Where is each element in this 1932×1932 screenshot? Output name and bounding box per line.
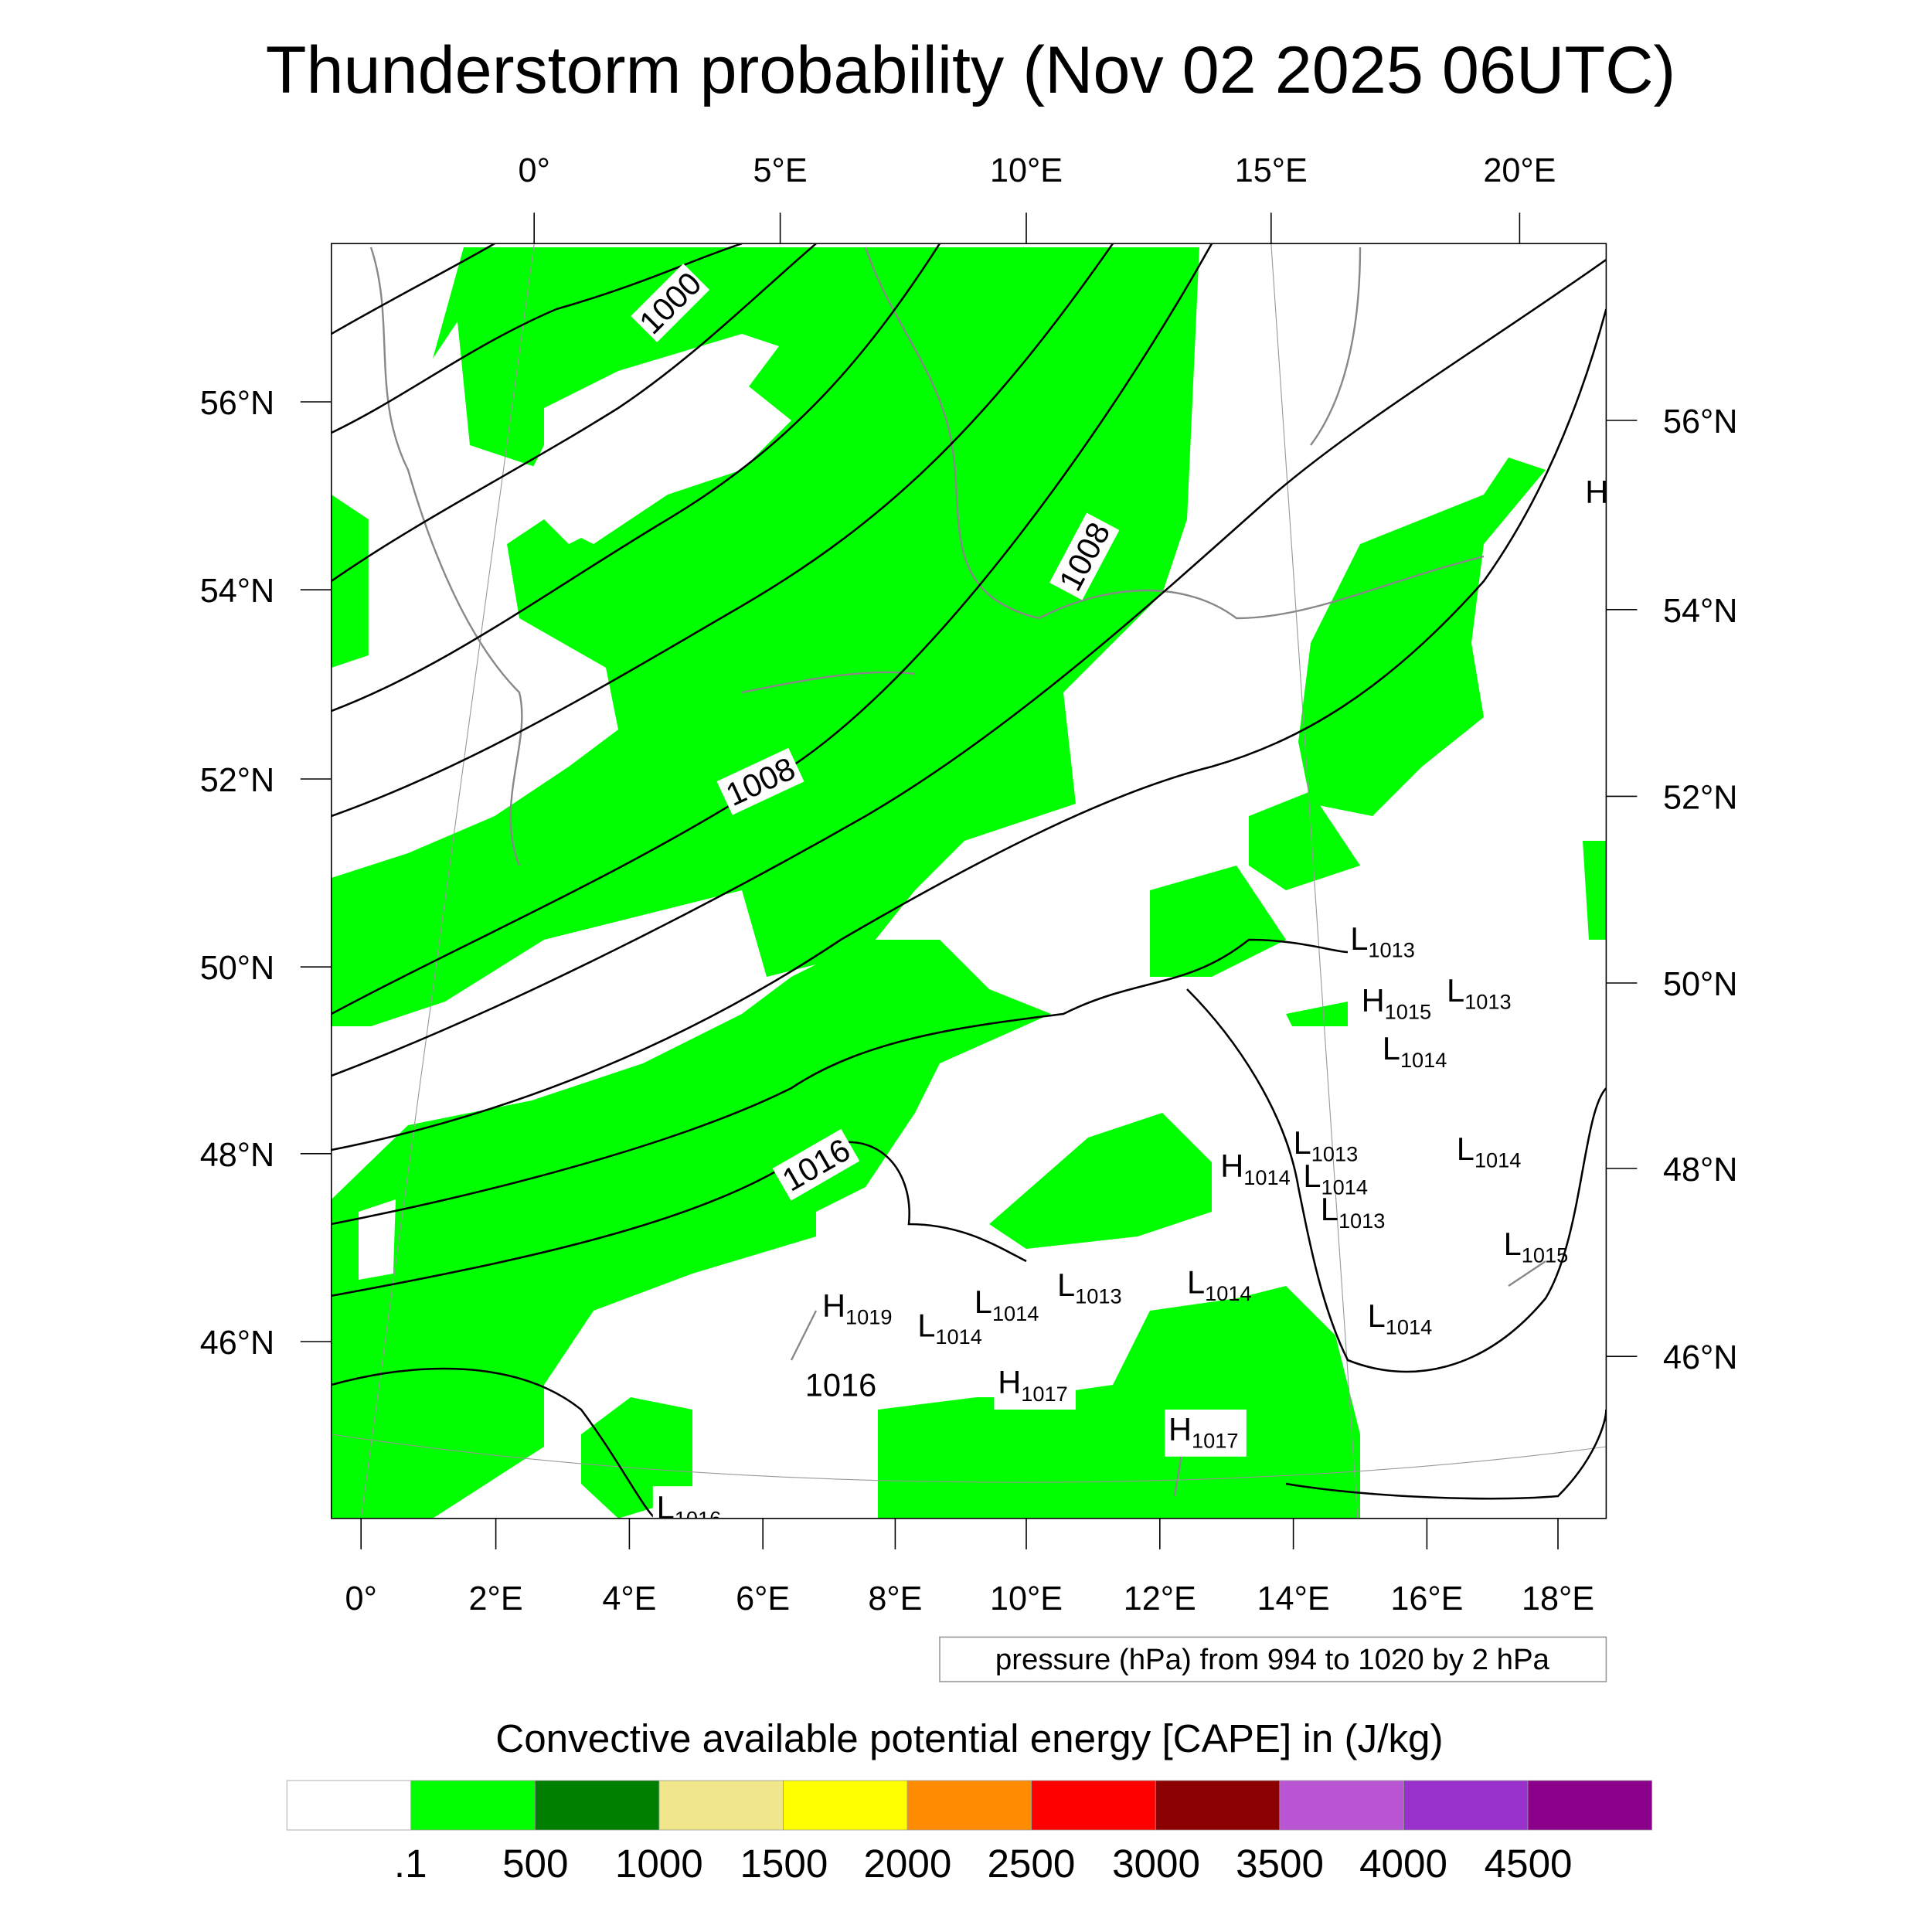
right-lat-label: 54°N [1663, 593, 1738, 630]
pressure-center: L1015 [1504, 1226, 1569, 1267]
colorbar-label: 4500 [1485, 1842, 1573, 1886]
left-lat-label: 56°N [200, 385, 275, 422]
colorbar-swatch [410, 1780, 536, 1831]
colorbar [286, 1780, 1652, 1831]
colorbar-swatch [906, 1780, 1032, 1831]
cape-gap [359, 1199, 396, 1280]
pressure-center: L1014 [1383, 1030, 1447, 1072]
contour-label: 1016 [805, 1366, 877, 1403]
pressure-center: L1014 [1303, 1158, 1368, 1199]
colorbar-label: 2000 [863, 1842, 951, 1886]
cape-region [1150, 866, 1286, 977]
pressure-center: L1014 [1457, 1131, 1522, 1172]
pressure-center: L1013 [1294, 1124, 1359, 1166]
pressure-centers: H L1013 H1015 L1013 L1014 L1013 H1014 L1… [652, 474, 1608, 1531]
cape-region [331, 495, 369, 668]
right-lat-label: 52°N [1663, 779, 1738, 816]
colorbar-label: 500 [502, 1842, 568, 1886]
left-lat-label: 54°N [200, 573, 275, 610]
colorbar-label: .1 [394, 1842, 427, 1886]
pressure-center: L1013 [1321, 1191, 1386, 1233]
top-lon-label: 20°E [1483, 152, 1556, 189]
colorbar-label: 3500 [1236, 1842, 1324, 1886]
left-lat-label: 50°N [200, 950, 275, 987]
contour-info-box [939, 1636, 1607, 1682]
grid-lines [331, 243, 1607, 1519]
colorbar-label: 1000 [615, 1842, 703, 1886]
bottom-lon-label: 2°E [469, 1580, 523, 1617]
pressure-center: H1014 [1220, 1148, 1291, 1189]
colorbar-swatch [1403, 1780, 1529, 1831]
cape-gap [519, 334, 779, 544]
map-area: 1000 1008 1008 1016 1016 H L1013 H1015 L… [331, 243, 1608, 1531]
pressure-center: H1015 [1362, 982, 1432, 1024]
cape-region [1286, 1002, 1348, 1026]
pressure-center: L1014 [917, 1308, 982, 1349]
cape-region-southeast [878, 1286, 1360, 1519]
top-lon-axis: 0° 5°E 10°E 15°E 20°E [519, 152, 1556, 244]
bottom-lon-axis: 0° 2°E 4°E 6°E 8°E 10°E 12°E 14°E 16°E 1… [345, 1518, 1594, 1617]
colorbar-title: Convective available potential energy [C… [495, 1716, 1443, 1760]
left-lat-label: 48°N [200, 1137, 275, 1174]
coastlines [369, 247, 1546, 1497]
bottom-lon-label: 10°E [990, 1580, 1063, 1617]
top-lon-label: 15°E [1235, 152, 1308, 189]
bottom-lon-label: 6°E [736, 1580, 790, 1617]
cape-region-poland [1298, 457, 1546, 816]
left-lat-axis: 56°N 54°N 52°N 50°N 48°N 46°N [200, 385, 332, 1362]
pressure-center: L1013 [1057, 1267, 1122, 1308]
colorbar-swatch [1031, 1780, 1156, 1831]
cape-region [1583, 841, 1607, 940]
pressure-center: L1013 [1350, 920, 1415, 962]
top-lon-label: 0° [519, 152, 550, 189]
top-lon-label: 5°E [753, 152, 808, 189]
pressure-center: H1019 [822, 1287, 893, 1329]
colorbar-swatch [1155, 1780, 1281, 1831]
colorbar-label: 1500 [740, 1842, 828, 1886]
cape-region [1249, 791, 1360, 890]
left-lat-label: 46°N [200, 1325, 275, 1362]
pressure-center: L1014 [975, 1284, 1039, 1325]
pressure-center: L1014 [1368, 1298, 1433, 1339]
colorbar-swatch [534, 1780, 660, 1831]
bottom-lon-label: 16°E [1390, 1580, 1463, 1617]
colorbar-swatch [286, 1780, 412, 1831]
cape-field [331, 247, 1607, 1519]
bottom-lon-label: 18°E [1522, 1580, 1594, 1617]
colorbar-swatch [658, 1780, 784, 1831]
pressure-center: L1016 [657, 1489, 722, 1531]
bottom-lon-label: 14°E [1257, 1580, 1330, 1617]
colorbar-label: 4000 [1359, 1842, 1447, 1886]
right-lat-label: 48°N [1663, 1151, 1738, 1189]
pressure-center: H1017 [998, 1364, 1068, 1406]
contour-info-text: pressure (hPa) from 994 to 1020 by 2 hPa [995, 1643, 1550, 1676]
colorbar-label: 3000 [1112, 1842, 1200, 1886]
colorbar-swatch [1279, 1780, 1404, 1831]
bottom-lon-label: 4°E [602, 1580, 656, 1617]
cape-region-southwest [331, 940, 1051, 1519]
left-lat-label: 52°N [200, 762, 275, 799]
bottom-lon-label: 8°E [868, 1580, 922, 1617]
map-frame [331, 243, 1607, 1519]
colorbar-labels: .1 500 1000 1500 2000 2500 3000 3500 400… [394, 1842, 1573, 1886]
pressure-center: L1013 [1447, 972, 1512, 1014]
bottom-lon-label: 12°E [1124, 1580, 1196, 1617]
pressure-center: H [1585, 474, 1608, 510]
cape-region [989, 1113, 1212, 1249]
top-lon-label: 10°E [990, 152, 1063, 189]
colorbar-swatch [783, 1780, 908, 1831]
right-lat-label: 50°N [1663, 966, 1738, 1003]
right-lat-label: 56°N [1663, 403, 1738, 440]
figure-title: Thunderstorm probability (Nov 02 2025 06… [266, 33, 1676, 107]
colorbar-swatch [1527, 1780, 1652, 1831]
pressure-center: H1017 [1168, 1411, 1239, 1453]
right-lat-label: 46°N [1663, 1339, 1738, 1376]
bottom-lon-label: 0° [345, 1580, 377, 1617]
colorbar-label: 2500 [987, 1842, 1075, 1886]
right-lat-axis: 56°N 54°N 52°N 50°N 48°N 46°N [1606, 403, 1738, 1376]
pressure-center: L1014 [1187, 1264, 1252, 1306]
